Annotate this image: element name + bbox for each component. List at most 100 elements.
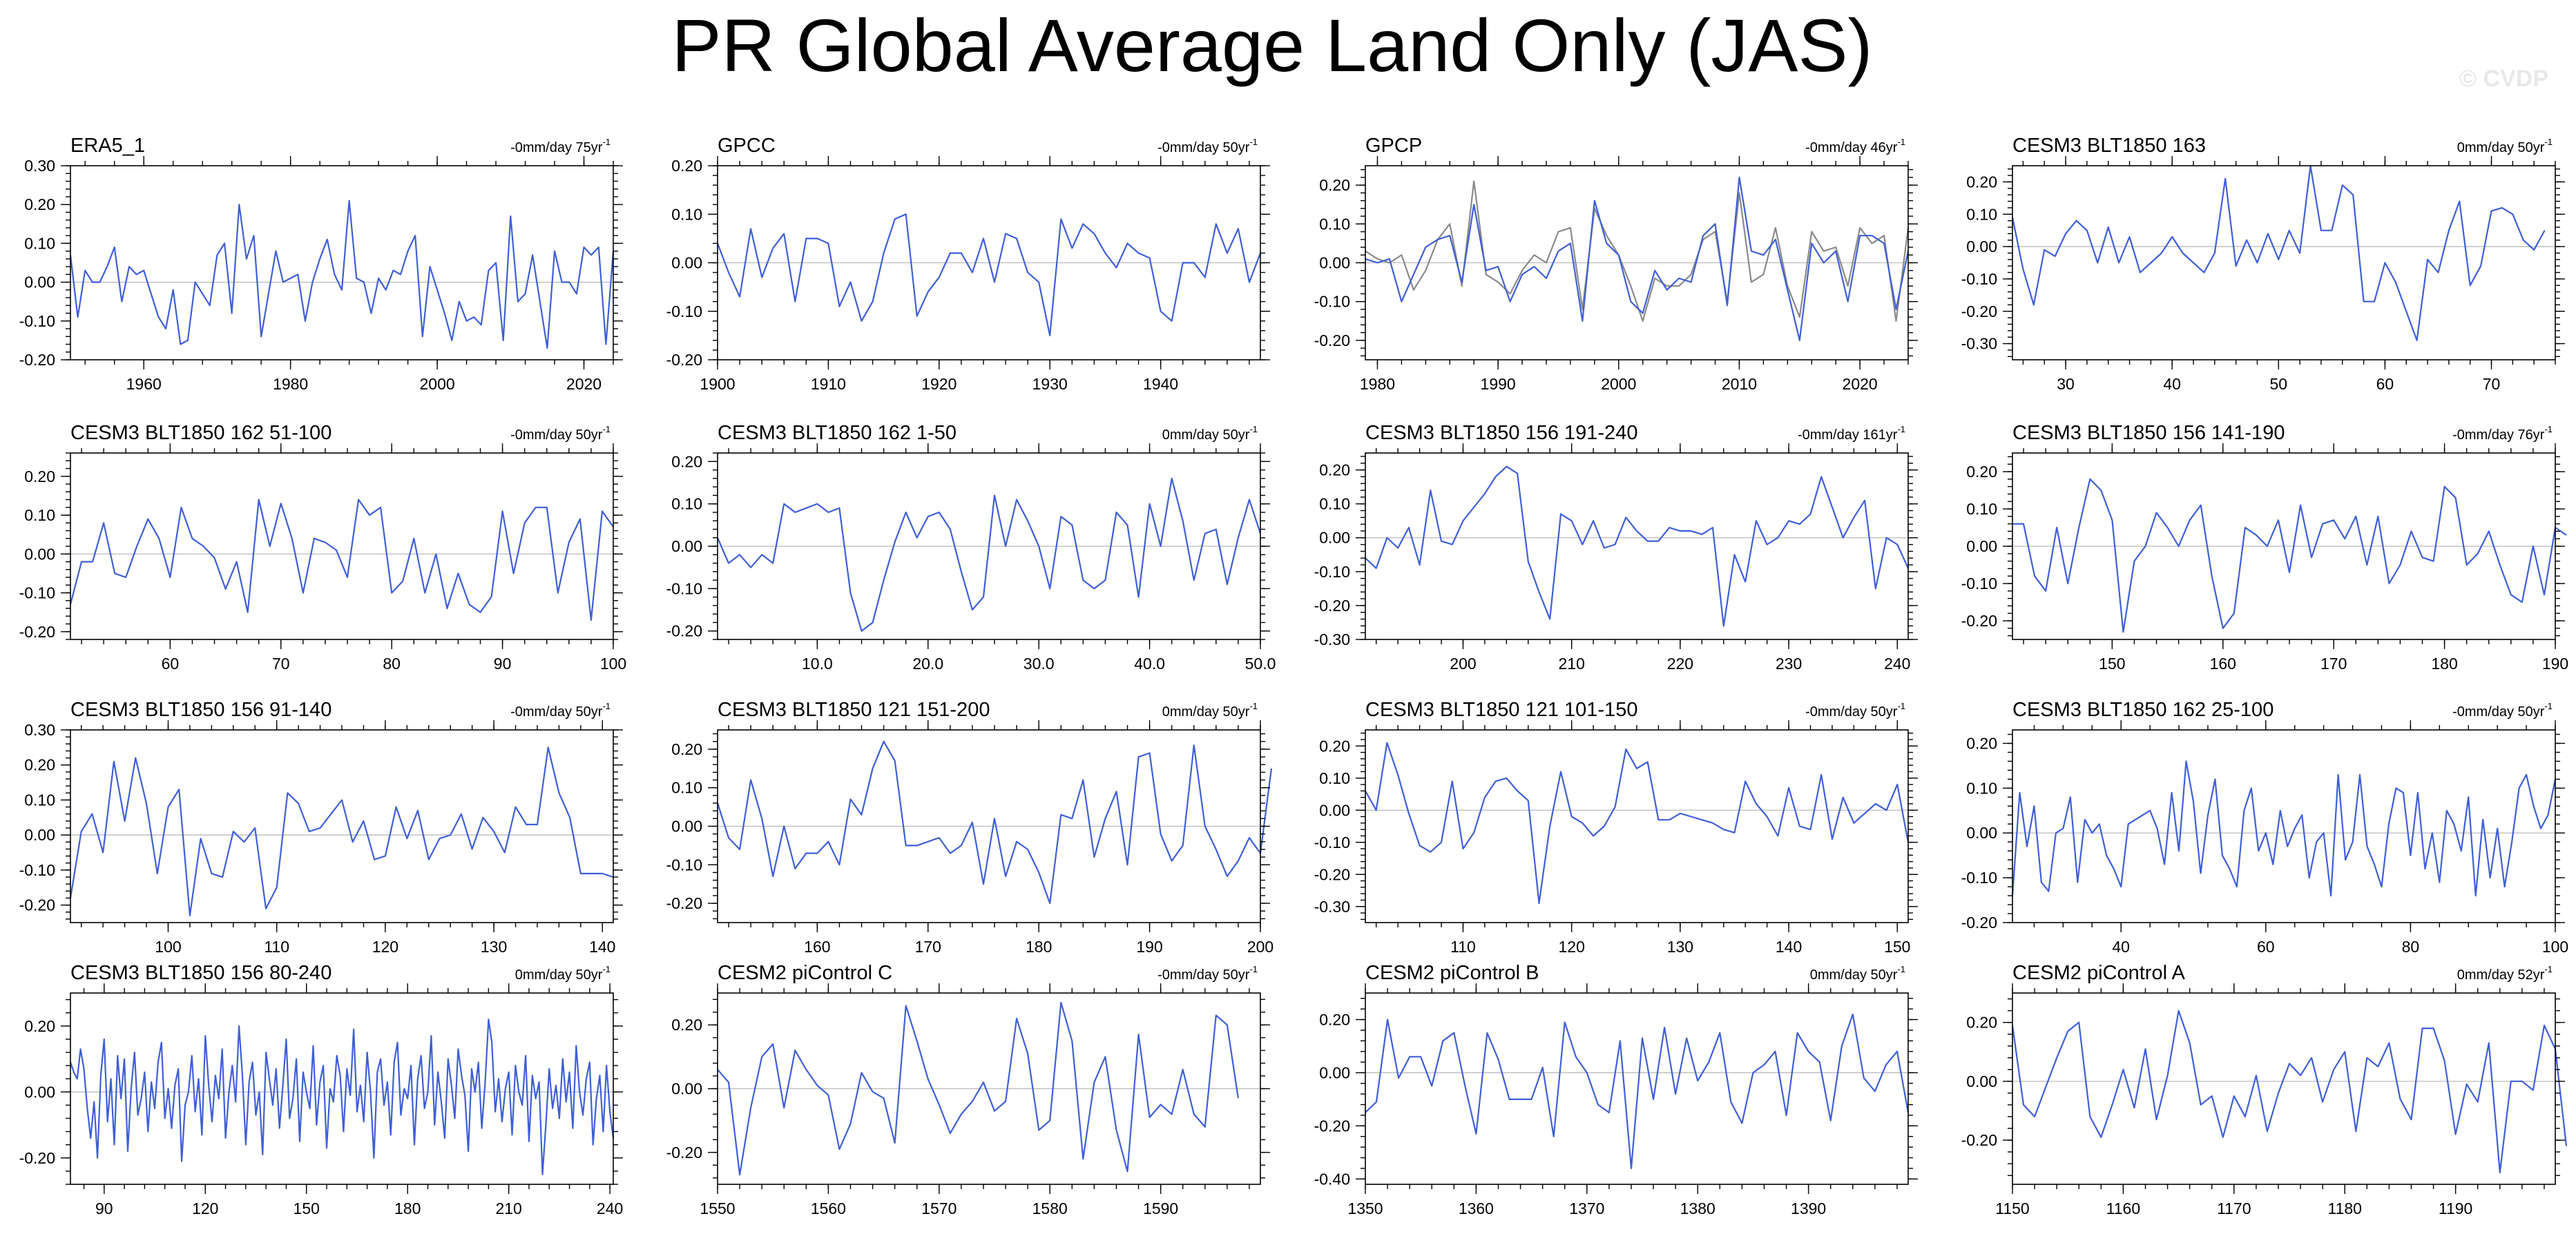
series-line <box>2011 1010 2568 1174</box>
series-line <box>2011 164 2546 341</box>
panel: CESM3 BLT1850 162 51-100 -0mm/day 50yr-1 6… <box>19 422 627 673</box>
y-tick-label: 0.00 <box>24 273 55 291</box>
panel-trend: 0mm/day 50yr-1 <box>2457 137 2553 155</box>
plot-frame <box>2012 729 2556 923</box>
trend-exponent: -1 <box>1249 964 1258 974</box>
panel-trend: 0mm/day 50yr-1 <box>515 964 611 983</box>
y-tick-label: -0.20 <box>19 623 55 641</box>
series-line <box>1365 1013 1910 1170</box>
x-tick-label: 1170 <box>2217 1199 2251 1217</box>
panel-trend: -0mm/day 50yr-1 <box>1157 137 1258 155</box>
x-tick-label: 1160 <box>2106 1199 2140 1217</box>
trend-exponent: -1 <box>602 137 611 147</box>
x-tick-label: 80 <box>383 655 401 673</box>
x-tick-label: 120 <box>1558 938 1584 956</box>
y-tick-label: -0.30 <box>1314 630 1350 648</box>
y-tick-label: -0.20 <box>1961 302 1997 320</box>
x-tick-label: 150 <box>1884 938 1910 956</box>
y-tick-label: -0.10 <box>1314 563 1350 581</box>
x-tick-label: 130 <box>481 938 507 956</box>
y-tick-label: 0.10 <box>1319 215 1350 233</box>
y-tick-label: 0.20 <box>24 195 55 213</box>
y-tick-label: 0.00 <box>1319 801 1350 819</box>
panel: CESM2 piControl B 0mm/day 50yr-1 1350 1360 1… <box>1314 962 1918 1217</box>
y-tick-label: 0.20 <box>1319 461 1350 479</box>
series-line <box>716 213 1262 336</box>
x-tick-label: 200 <box>1247 938 1273 956</box>
panel-title: CESM3 BLT1850 156 91-140 <box>70 699 331 721</box>
series-line <box>1365 742 1910 905</box>
y-tick-label: 0.20 <box>671 740 702 758</box>
trend-exponent: -1 <box>1897 137 1905 147</box>
x-tick-label: 30.0 <box>1023 655 1055 673</box>
panel-trend: -0mm/day 50yr-1 <box>510 424 611 443</box>
series-line <box>69 1019 615 1175</box>
y-tick-label: 0.00 <box>1966 537 1997 555</box>
y-tick-label: 0.10 <box>671 495 702 513</box>
figure-title: PR Global Average Land Only (JAS) <box>672 3 1873 87</box>
y-tick-label: 0.00 <box>24 826 55 844</box>
x-tick-label: 180 <box>394 1199 421 1217</box>
panel: CESM3 BLT1850 121 151-200 0mm/day 50yr-1 1… <box>666 699 1274 956</box>
y-tick-label: -0.10 <box>19 312 55 330</box>
trend-exponent: -1 <box>1249 137 1258 147</box>
x-tick-label: 1940 <box>1143 375 1178 393</box>
y-tick-label: 0.00 <box>671 537 702 555</box>
panel-title: CESM2 piControl B <box>1365 962 1539 984</box>
trend-exponent: -1 <box>1897 701 1905 711</box>
y-tick-label: 0.20 <box>1966 734 1997 752</box>
x-tick-label: 240 <box>1884 655 1910 673</box>
x-tick-label: 110 <box>264 938 289 956</box>
series-line <box>717 1001 1239 1176</box>
x-tick-label: 170 <box>915 938 941 956</box>
x-tick-label: 30 <box>2057 375 2075 393</box>
panel: CESM3 BLT1850 162 25-100 -0mm/day 50yr-1 4… <box>1961 699 2569 956</box>
x-tick-label: 70 <box>272 655 290 673</box>
x-tick-label: 130 <box>1667 938 1693 956</box>
panel-trend: 0mm/day 50yr-1 <box>1810 964 1905 983</box>
series-line <box>2012 478 2567 633</box>
panel-title: GPCP <box>1365 135 1422 157</box>
x-tick-label: 2000 <box>419 375 454 393</box>
x-tick-label: 100 <box>155 938 181 956</box>
x-tick-label: 60 <box>162 655 180 673</box>
trend-exponent: -1 <box>602 964 611 974</box>
y-tick-label: 0.00 <box>1966 1072 1997 1090</box>
y-tick-label: 0.20 <box>671 452 702 470</box>
panel-title: ERA5_1 <box>70 135 145 157</box>
panel-trend: -0mm/day 76yr-1 <box>2452 424 2553 443</box>
trend-exponent: -1 <box>602 424 611 434</box>
y-tick-label: 0.00 <box>1319 529 1350 547</box>
x-tick-label: 1180 <box>2327 1199 2361 1217</box>
x-tick-label: 100 <box>2542 938 2568 956</box>
trend-exponent: -1 <box>1897 424 1905 434</box>
y-tick-label: -0.10 <box>666 579 702 597</box>
panel-title: CESM3 BLT1850 162 25-100 <box>2012 699 2274 721</box>
trend-exponent: -1 <box>1249 701 1258 711</box>
y-tick-label: -0.20 <box>1314 331 1350 349</box>
y-tick-label: 0.10 <box>1966 205 1997 223</box>
y-tick-label: -0.20 <box>666 1144 702 1162</box>
panel-trend: 0mm/day 50yr-1 <box>1162 701 1258 720</box>
x-tick-label: 50 <box>2269 375 2287 393</box>
x-tick-label: 1390 <box>1791 1199 1826 1217</box>
x-tick-label: 170 <box>2320 655 2347 673</box>
x-tick-label: 1150 <box>1995 1199 2029 1217</box>
x-tick-label: 2000 <box>1601 375 1636 393</box>
x-tick-label: 180 <box>2431 655 2457 673</box>
plot-frame <box>1365 729 1909 923</box>
y-tick-label: 0.30 <box>24 721 55 739</box>
y-tick-label: 0.10 <box>24 791 55 809</box>
plot-frame <box>1365 452 1909 640</box>
series-line <box>1365 465 1910 627</box>
x-tick-label: 70 <box>2483 375 2501 393</box>
panel-trend: -0mm/day 50yr-1 <box>1805 701 1905 720</box>
y-tick-label: -0.20 <box>1961 914 1997 932</box>
plot-frame <box>2012 992 2556 1185</box>
x-tick-label: 1980 <box>1360 375 1395 393</box>
x-tick-label: 210 <box>495 1199 521 1217</box>
x-tick-label: 240 <box>597 1199 623 1217</box>
series-line <box>69 746 614 917</box>
panel: CESM3 BLT1850 156 141-190 -0mm/day 76yr-1… <box>1961 422 2569 673</box>
y-tick-label: 0.20 <box>671 157 702 175</box>
